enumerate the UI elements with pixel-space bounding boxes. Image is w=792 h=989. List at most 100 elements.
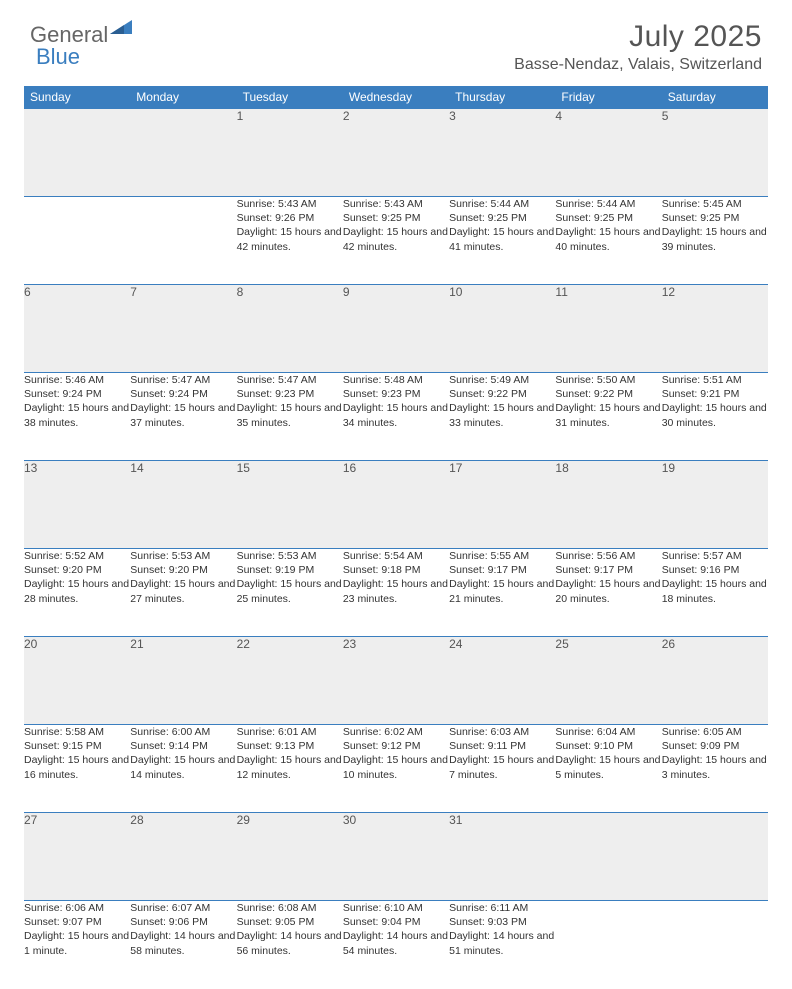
sunset-line: Sunset: 9:23 PM: [343, 387, 449, 401]
day-body-cell: Sunrise: 5:44 AMSunset: 9:25 PMDaylight:…: [449, 197, 555, 285]
day-body-cell: Sunrise: 5:45 AMSunset: 9:25 PMDaylight:…: [662, 197, 768, 285]
day-body-cell: Sunrise: 5:44 AMSunset: 9:25 PMDaylight:…: [555, 197, 661, 285]
daylight-line: Daylight: 15 hours and 31 minutes.: [555, 401, 661, 429]
sunrise-line: Sunrise: 5:44 AM: [555, 197, 661, 211]
sunset-line: Sunset: 9:16 PM: [662, 563, 768, 577]
sunset-line: Sunset: 9:25 PM: [449, 211, 555, 225]
day-body-cell: Sunrise: 6:08 AMSunset: 9:05 PMDaylight:…: [237, 901, 343, 989]
sunrise-line: Sunrise: 5:53 AM: [130, 549, 236, 563]
sunrise-line: Sunrise: 5:58 AM: [24, 725, 130, 739]
sunrise-line: Sunrise: 5:57 AM: [662, 549, 768, 563]
day-number-cell: 18: [555, 461, 661, 549]
daylight-line: Daylight: 15 hours and 21 minutes.: [449, 577, 555, 605]
daylight-line: Daylight: 15 hours and 23 minutes.: [343, 577, 449, 605]
daylight-line: Daylight: 15 hours and 42 minutes.: [237, 225, 343, 253]
logo-triangle-icon: [110, 20, 132, 39]
daylight-line: Daylight: 15 hours and 1 minute.: [24, 929, 130, 957]
day-number-cell: 7: [130, 285, 236, 373]
day-number-cell: 16: [343, 461, 449, 549]
sunset-line: Sunset: 9:03 PM: [449, 915, 555, 929]
sunset-line: Sunset: 9:18 PM: [343, 563, 449, 577]
daylight-line: Daylight: 15 hours and 25 minutes.: [237, 577, 343, 605]
daylight-line: Daylight: 15 hours and 35 minutes.: [237, 401, 343, 429]
sunrise-line: Sunrise: 5:47 AM: [237, 373, 343, 387]
sunset-line: Sunset: 9:19 PM: [237, 563, 343, 577]
sunset-line: Sunset: 9:25 PM: [343, 211, 449, 225]
day-body-cell: Sunrise: 6:11 AMSunset: 9:03 PMDaylight:…: [449, 901, 555, 989]
sunset-line: Sunset: 9:24 PM: [24, 387, 130, 401]
sunrise-line: Sunrise: 6:10 AM: [343, 901, 449, 915]
day-number-cell: 5: [662, 109, 768, 197]
day-body-cell: Sunrise: 5:53 AMSunset: 9:19 PMDaylight:…: [237, 549, 343, 637]
day-header: Saturday: [662, 86, 768, 109]
day-body-cell: Sunrise: 5:43 AMSunset: 9:25 PMDaylight:…: [343, 197, 449, 285]
daylight-line: Daylight: 15 hours and 20 minutes.: [555, 577, 661, 605]
day-body-cell: Sunrise: 5:53 AMSunset: 9:20 PMDaylight:…: [130, 549, 236, 637]
daylight-line: Daylight: 15 hours and 14 minutes.: [130, 753, 236, 781]
sunrise-line: Sunrise: 5:45 AM: [662, 197, 768, 211]
day-body-cell: Sunrise: 5:47 AMSunset: 9:24 PMDaylight:…: [130, 373, 236, 461]
daylight-line: Daylight: 15 hours and 28 minutes.: [24, 577, 130, 605]
sunrise-line: Sunrise: 5:47 AM: [130, 373, 236, 387]
day-number-cell: 25: [555, 637, 661, 725]
day-body-cell: Sunrise: 6:06 AMSunset: 9:07 PMDaylight:…: [24, 901, 130, 989]
day-header: Wednesday: [343, 86, 449, 109]
sunset-line: Sunset: 9:20 PM: [24, 563, 130, 577]
sunset-line: Sunset: 9:06 PM: [130, 915, 236, 929]
sunrise-line: Sunrise: 6:03 AM: [449, 725, 555, 739]
page-title: July 2025: [24, 20, 762, 54]
brand-part2: Blue: [36, 44, 80, 69]
day-header: Sunday: [24, 86, 130, 109]
day-number-cell: 12: [662, 285, 768, 373]
page-header: July 2025 Basse-Nendaz, Valais, Switzerl…: [24, 20, 768, 74]
daylight-line: Daylight: 15 hours and 42 minutes.: [343, 225, 449, 253]
day-number-cell: 22: [237, 637, 343, 725]
day-body-cell: [24, 197, 130, 285]
daylight-line: Daylight: 15 hours and 39 minutes.: [662, 225, 768, 253]
day-number-cell: 1: [237, 109, 343, 197]
sunrise-line: Sunrise: 6:01 AM: [237, 725, 343, 739]
sunrise-line: Sunrise: 6:06 AM: [24, 901, 130, 915]
day-number-cell: 2: [343, 109, 449, 197]
week-body-row: Sunrise: 5:43 AMSunset: 9:26 PMDaylight:…: [24, 197, 768, 285]
day-body-cell: Sunrise: 5:48 AMSunset: 9:23 PMDaylight:…: [343, 373, 449, 461]
week-number-row: 2728293031: [24, 813, 768, 901]
sunset-line: Sunset: 9:07 PM: [24, 915, 130, 929]
day-number-cell: 9: [343, 285, 449, 373]
sunset-line: Sunset: 9:11 PM: [449, 739, 555, 753]
daylight-line: Daylight: 15 hours and 37 minutes.: [130, 401, 236, 429]
sunrise-line: Sunrise: 6:08 AM: [237, 901, 343, 915]
day-body-cell: Sunrise: 5:57 AMSunset: 9:16 PMDaylight:…: [662, 549, 768, 637]
daylight-line: Daylight: 15 hours and 33 minutes.: [449, 401, 555, 429]
week-number-row: 12345: [24, 109, 768, 197]
sunset-line: Sunset: 9:25 PM: [662, 211, 768, 225]
daylight-line: Daylight: 15 hours and 30 minutes.: [662, 401, 768, 429]
day-number-cell: 19: [662, 461, 768, 549]
week-number-row: 13141516171819: [24, 461, 768, 549]
sunset-line: Sunset: 9:21 PM: [662, 387, 768, 401]
sunrise-line: Sunrise: 5:50 AM: [555, 373, 661, 387]
day-header: Thursday: [449, 86, 555, 109]
sunset-line: Sunset: 9:24 PM: [130, 387, 236, 401]
sunrise-line: Sunrise: 5:54 AM: [343, 549, 449, 563]
day-body-cell: Sunrise: 5:50 AMSunset: 9:22 PMDaylight:…: [555, 373, 661, 461]
sunset-line: Sunset: 9:12 PM: [343, 739, 449, 753]
sunset-line: Sunset: 9:05 PM: [237, 915, 343, 929]
sunrise-line: Sunrise: 6:07 AM: [130, 901, 236, 915]
day-body-cell: Sunrise: 5:58 AMSunset: 9:15 PMDaylight:…: [24, 725, 130, 813]
day-number-cell: [24, 109, 130, 197]
day-body-cell: Sunrise: 5:52 AMSunset: 9:20 PMDaylight:…: [24, 549, 130, 637]
day-body-cell: Sunrise: 6:05 AMSunset: 9:09 PMDaylight:…: [662, 725, 768, 813]
sunrise-line: Sunrise: 5:55 AM: [449, 549, 555, 563]
day-number-cell: 27: [24, 813, 130, 901]
day-number-cell: 30: [343, 813, 449, 901]
daylight-line: Daylight: 15 hours and 10 minutes.: [343, 753, 449, 781]
sunrise-line: Sunrise: 5:51 AM: [662, 373, 768, 387]
sunrise-line: Sunrise: 5:53 AM: [237, 549, 343, 563]
week-body-row: Sunrise: 5:58 AMSunset: 9:15 PMDaylight:…: [24, 725, 768, 813]
day-number-cell: 20: [24, 637, 130, 725]
daylight-line: Daylight: 15 hours and 27 minutes.: [130, 577, 236, 605]
calendar-body: 12345Sunrise: 5:43 AMSunset: 9:26 PMDayl…: [24, 109, 768, 989]
day-body-cell: [662, 901, 768, 989]
sunset-line: Sunset: 9:22 PM: [449, 387, 555, 401]
